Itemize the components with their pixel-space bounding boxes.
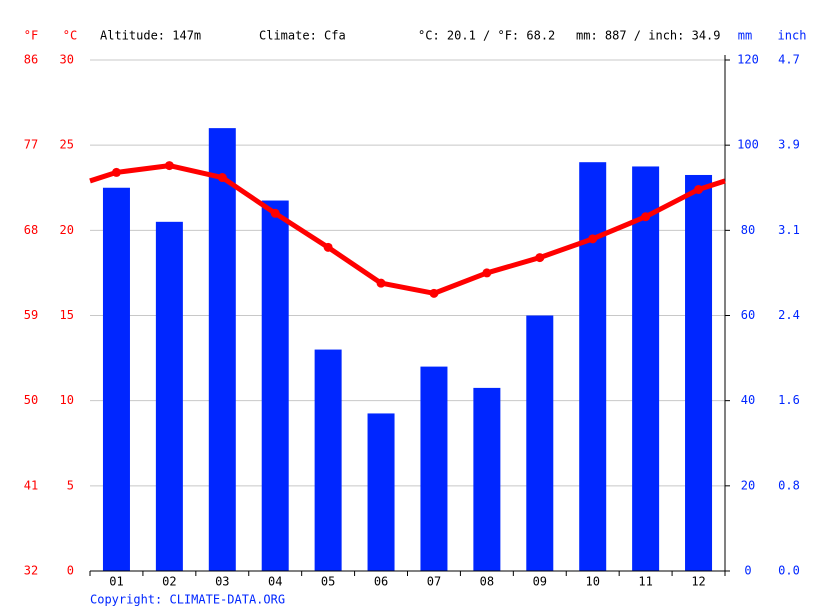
mm-unit: mm xyxy=(738,29,752,43)
f-tick-label: 68 xyxy=(24,223,38,237)
x-tick-label: 10 xyxy=(585,575,599,589)
bar xyxy=(367,413,395,571)
temp-point xyxy=(535,253,545,263)
temp-point xyxy=(641,212,651,222)
altitude: Altitude: 147m xyxy=(100,29,201,43)
bar xyxy=(314,349,342,571)
c-tick-label: 10 xyxy=(60,393,74,407)
bar xyxy=(632,166,660,572)
x-tick-label: 01 xyxy=(109,575,123,589)
inch-tick-label: 3.9 xyxy=(778,138,800,152)
temp-point xyxy=(111,167,121,177)
mm-tick-label: 40 xyxy=(741,393,755,407)
x-tick-label: 02 xyxy=(162,575,176,589)
c-unit: °C xyxy=(63,29,77,43)
temp-point xyxy=(270,208,280,218)
x-tick-label: 07 xyxy=(427,575,441,589)
mm-tick-label: 20 xyxy=(741,478,755,492)
bar xyxy=(473,387,501,571)
inch-tick-label: 2.4 xyxy=(778,308,800,322)
temp-point xyxy=(694,184,704,194)
f-tick-label: 50 xyxy=(24,393,38,407)
f-tick-label: 77 xyxy=(24,138,38,152)
temp-point xyxy=(164,161,174,171)
temp-point xyxy=(217,173,227,183)
temp-point xyxy=(482,268,492,278)
temp-line xyxy=(116,163,700,296)
inch-tick-label: 3.1 xyxy=(778,223,800,237)
f-tick-label: 41 xyxy=(24,478,38,492)
c-tick-label: 20 xyxy=(60,223,74,237)
x-tick-label: 05 xyxy=(321,575,335,589)
x-tick-label: 12 xyxy=(691,575,705,589)
c-tick-label: 30 xyxy=(60,53,74,67)
c-tick-label: 5 xyxy=(67,478,74,492)
x-tick-label: 06 xyxy=(374,575,388,589)
climate: Climate: Cfa xyxy=(259,29,346,43)
bar xyxy=(685,174,713,571)
temp-point xyxy=(323,242,333,252)
x-tick-label: 04 xyxy=(268,575,282,589)
mm-tick-label: 80 xyxy=(741,223,755,237)
f-tick-label: 32 xyxy=(24,564,38,578)
inch-tick-label: 4.7 xyxy=(778,53,800,67)
inch-tick-label: 1.6 xyxy=(778,393,800,407)
bar xyxy=(579,162,607,571)
x-tick-label: 09 xyxy=(533,575,547,589)
bar xyxy=(420,366,448,571)
temp-point xyxy=(588,234,598,244)
inch-tick-label: 0.8 xyxy=(778,478,800,492)
mm-tick-label: 100 xyxy=(737,138,759,152)
temp-point xyxy=(376,278,386,288)
copyright: Copyright: CLIMATE-DATA.ORG xyxy=(90,593,285,607)
bar xyxy=(102,187,130,571)
x-tick-label: 08 xyxy=(480,575,494,589)
c-tick-label: 0 xyxy=(67,564,74,578)
bar xyxy=(261,200,289,571)
precip-total: mm: 887 / inch: 34.9 xyxy=(576,29,721,43)
mm-tick-label: 60 xyxy=(741,308,755,322)
inch-tick-label: 0.0 xyxy=(778,564,800,578)
bar xyxy=(526,315,554,571)
x-tick-label: 11 xyxy=(638,575,652,589)
x-tick-label: 03 xyxy=(215,575,229,589)
f-unit: °F xyxy=(24,29,38,43)
bar xyxy=(155,221,183,572)
temp-point xyxy=(429,288,439,298)
inch-unit: inch xyxy=(778,29,807,43)
temp-mean: °C: 20.1 / °F: 68.2 xyxy=(418,29,555,43)
mm-tick-label: 0 xyxy=(744,564,751,578)
f-tick-label: 86 xyxy=(24,53,38,67)
c-tick-label: 15 xyxy=(60,308,74,322)
mm-tick-label: 120 xyxy=(737,53,759,67)
temp-line-wrap xyxy=(697,178,726,192)
f-tick-label: 59 xyxy=(24,308,38,322)
bar xyxy=(208,128,236,571)
temp-line-wrap xyxy=(89,170,118,184)
c-tick-label: 25 xyxy=(60,138,74,152)
